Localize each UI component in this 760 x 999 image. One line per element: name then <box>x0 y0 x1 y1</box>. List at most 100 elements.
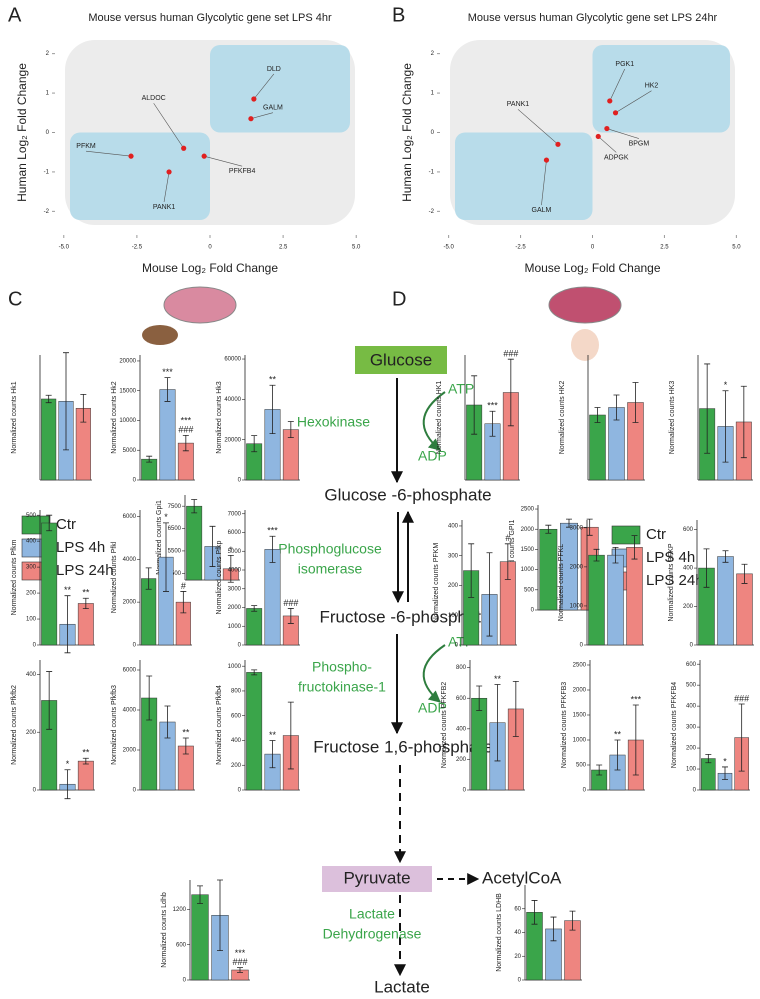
y-axis-label: Normalized counts Pfkfb3 <box>111 685 118 765</box>
error-bar <box>269 384 276 435</box>
y-axis-label: Normalized counts PFKM <box>433 543 440 623</box>
y-tick-label: 400 <box>231 738 242 744</box>
y-tick-label: 600 <box>686 662 697 668</box>
y-tick-label: 0 <box>238 643 242 649</box>
x-tick-label: 2.5 <box>660 245 669 251</box>
cofactor: ATP <box>448 381 474 397</box>
y-tick-label: 2 <box>46 51 50 57</box>
bar <box>264 549 281 646</box>
error-bar <box>531 900 538 925</box>
y-tick-label: 200 <box>448 583 459 589</box>
significance: ### <box>178 425 193 435</box>
error-bar <box>163 522 169 592</box>
error-bar <box>197 885 203 904</box>
error-bar <box>504 543 511 580</box>
error-bar <box>566 518 572 528</box>
y-tick-label: 2500 <box>573 663 587 669</box>
y-tick-label: 1500 <box>521 547 535 553</box>
significance: ### <box>232 957 247 967</box>
legend-label: Ctr <box>56 516 76 533</box>
error-bar <box>80 393 87 423</box>
legend-label: LPS 24h <box>56 562 114 579</box>
error-bar <box>489 410 496 437</box>
arrow <box>422 391 446 451</box>
y-tick-label: 2000 <box>573 688 587 694</box>
chart-title: Mouse versus human Glycolytic gene set L… <box>468 12 718 24</box>
significance: * <box>724 380 728 390</box>
significance: ### <box>734 693 749 703</box>
error-bar <box>507 358 514 427</box>
y-tick-label: 2 <box>431 51 435 57</box>
gene-label: PGK1 <box>615 61 634 68</box>
y-tick-label: 60 <box>514 906 521 912</box>
y-tick-label: 1 <box>431 91 435 97</box>
x-tick-label: 5.0 <box>352 245 361 251</box>
error-bar <box>738 703 745 772</box>
y-tick-label: 2000 <box>521 527 535 533</box>
leader-line <box>541 160 547 206</box>
gene-point <box>166 169 172 175</box>
legend-swatch <box>611 525 641 545</box>
error-bar <box>705 753 712 764</box>
y-tick-label: 0 <box>133 788 137 794</box>
gene-label: DLD <box>267 66 281 73</box>
metabolite: Fructose 1,6-phosphate <box>313 737 493 756</box>
legend-label: LPS 24h <box>646 572 704 589</box>
y-tick-label: -1 <box>44 170 50 176</box>
y-tick-label: 5000 <box>123 448 137 454</box>
y-tick-label: 200 <box>26 591 37 597</box>
y-axis-label: Normalized counts Ldhb <box>161 892 168 968</box>
quadrant-cloud <box>210 45 350 133</box>
error-bar <box>722 766 728 780</box>
error-bar <box>46 514 53 532</box>
y-tick-label: 200 <box>683 604 694 610</box>
y-axis-label: Normalized counts HK2 <box>559 381 566 455</box>
significance: ** <box>82 588 90 598</box>
y-tick-label: 500 <box>524 587 535 593</box>
y-tick-label: 300 <box>686 725 697 731</box>
error-bar <box>227 554 234 583</box>
gene-label: ADPGK <box>604 154 629 161</box>
y-tick-label: 3000 <box>228 586 242 592</box>
y-tick-label: 15000 <box>119 388 136 394</box>
leader-line <box>615 90 652 114</box>
cofactor: ADP <box>418 448 447 464</box>
y-tick-label: 0 <box>518 978 522 984</box>
y-tick-label: 600 <box>456 696 467 702</box>
leader-line <box>86 150 132 157</box>
x-tick-label: -5.0 <box>443 245 454 251</box>
y-tick-label: -1 <box>429 170 435 176</box>
error-bar <box>182 737 189 755</box>
y-axis-label: Normalized counts Hk1 <box>11 381 18 453</box>
y-tick-label: 20000 <box>119 359 136 365</box>
y-tick-label: 400 <box>26 672 37 678</box>
quadrant-cloud <box>592 45 730 133</box>
y-axis-label: Normalized counts Pfkm <box>11 539 18 615</box>
y-tick-label: 4000 <box>123 557 137 563</box>
error-bar <box>237 967 243 973</box>
arrow <box>422 644 446 703</box>
y-tick-label: 3000 <box>570 525 584 531</box>
significance: ### <box>503 349 518 359</box>
x-axis-label: Mouse Log₂ Fold Change <box>524 261 660 275</box>
error-bar <box>722 550 729 563</box>
error-bar <box>476 685 483 711</box>
y-tick-label: 5500 <box>168 548 182 554</box>
y-axis-label: Human Log₂ Fold Change <box>400 63 414 202</box>
error-bar <box>251 669 258 676</box>
y-tick-label: 300 <box>26 565 37 571</box>
metabolite: Glucose <box>370 350 432 369</box>
enzyme: Phospho- <box>312 659 372 675</box>
y-tick-label: 400 <box>683 566 694 572</box>
error-bar <box>146 675 153 721</box>
significance: # <box>505 533 510 543</box>
significance: ** <box>82 748 90 758</box>
leader-line <box>204 155 243 167</box>
enzyme: Phosphoglucose <box>278 541 382 557</box>
y-axis-label: Normalized counts PFKFB4 <box>671 682 678 768</box>
error-bar <box>613 394 620 421</box>
error-bar <box>287 608 294 624</box>
y-tick-label: 400 <box>686 704 697 710</box>
x-tick-label: 0 <box>208 245 212 251</box>
x-tick-label: -2.5 <box>515 245 526 251</box>
